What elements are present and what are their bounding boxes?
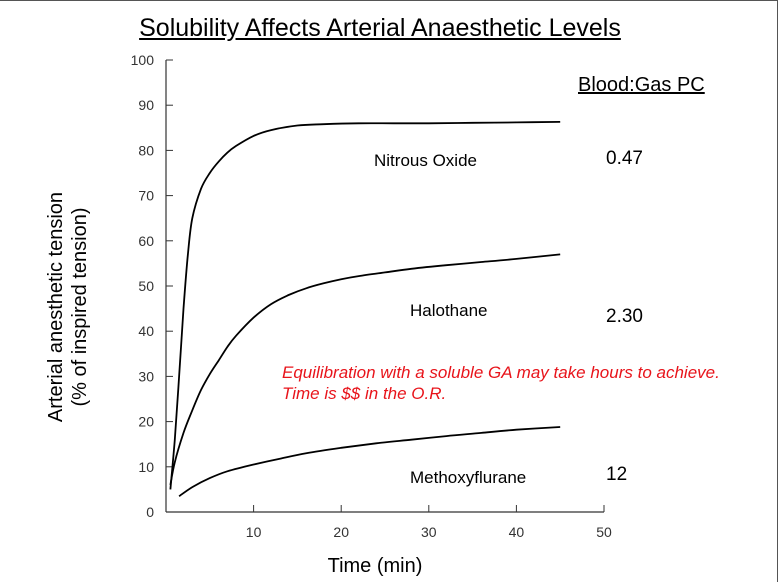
series-line-halothane	[169, 253, 561, 486]
x-tick-label: 40	[509, 524, 525, 540]
y-tick-label: 30	[138, 368, 154, 384]
annotation-note: Equilibration with a soluble GA may take…	[282, 363, 720, 403]
x-tick-label: 10	[246, 524, 262, 540]
y-tick-label: 100	[131, 52, 155, 68]
pc-value-halothane: 2.30	[606, 306, 643, 327]
pc-value-methoxyflurane: 12	[606, 464, 628, 485]
series-line-methoxyflurane	[178, 426, 561, 497]
series-label-methoxyflurane: Methoxyflurane	[410, 468, 527, 487]
x-tick-label: 20	[333, 524, 349, 540]
x-tick-label: 30	[421, 524, 437, 540]
y-tick-label: 70	[138, 188, 154, 204]
series-line-nitrous-oxide	[169, 121, 561, 490]
x-tick-label: 50	[596, 524, 612, 540]
y-tick-label: 20	[138, 414, 154, 430]
x-axis-label: Time (min)	[327, 555, 423, 577]
y-tick-label: 40	[138, 323, 154, 339]
y-tick-label: 0	[146, 504, 154, 520]
chart-title: Solubility Affects Arterial Anaesthetic …	[139, 14, 621, 42]
y-tick-label: 90	[138, 97, 154, 113]
series-label-nitrous-oxide: Nitrous Oxide	[374, 151, 477, 170]
y-tick-label: 10	[138, 459, 154, 475]
blood-gas-pc-header: Blood:Gas PC	[578, 74, 705, 96]
series-label-halothane: Halothane	[410, 301, 488, 320]
y-tick-label: 50	[138, 278, 154, 294]
pc-value-nitrous-oxide: 0.47	[606, 148, 643, 169]
y-tick-label: 60	[138, 233, 154, 249]
y-tick-label: 80	[138, 142, 154, 158]
